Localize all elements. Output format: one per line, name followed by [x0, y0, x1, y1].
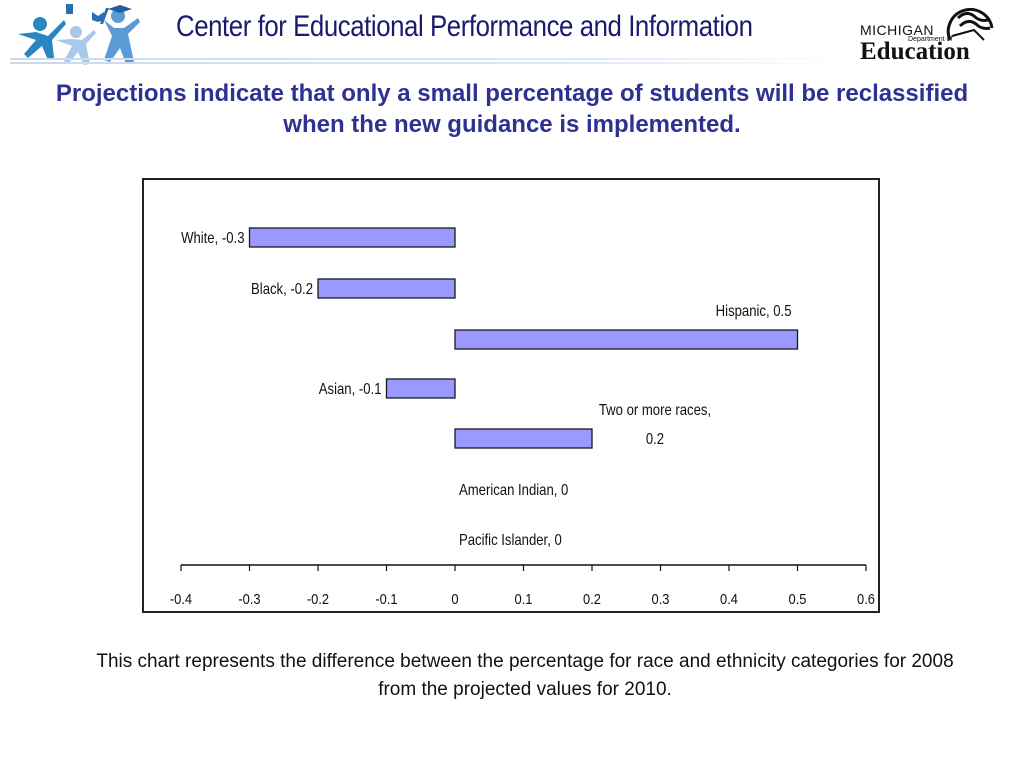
x-tick-label: 0.3 — [652, 590, 670, 607]
x-tick-label: 0.5 — [789, 590, 807, 607]
x-tick-label: 0.4 — [720, 590, 738, 607]
x-tick-label: -0.3 — [238, 590, 260, 607]
x-tick-label: 0.1 — [515, 590, 533, 607]
x-tick-label: -0.4 — [170, 590, 192, 607]
michigan-wordmark: MICHIGAN — [860, 22, 934, 38]
x-tick-label: 0 — [451, 590, 458, 607]
x-tick-label: -0.2 — [307, 590, 329, 607]
header-divider — [10, 58, 840, 68]
x-tick-label: 0.2 — [583, 590, 601, 607]
michigan-seal-icon — [946, 7, 994, 41]
data-label: White, -0.3 — [181, 230, 244, 247]
education-wordmark: Education — [860, 38, 970, 65]
bar-black — [317, 278, 456, 299]
bar-white — [248, 227, 456, 248]
cepi-kids-logo-icon — [18, 4, 140, 65]
michigan-education-logo: MICHIGAN Department of Education — [858, 0, 998, 65]
header-title: Center for Educational Performance and I… — [176, 10, 753, 43]
bar-asian — [385, 378, 456, 399]
slide-caption: This chart represents the difference bet… — [96, 651, 954, 700]
bar-hispanic — [454, 329, 799, 350]
data-label: American Indian, 0 — [459, 482, 568, 499]
data-label: Hispanic, 0.5 — [716, 303, 792, 320]
data-label: Asian, -0.1 — [319, 381, 382, 398]
chart-frame: -0.4 -0.3 -0.2 -0.1 0 0.1 0.2 0.3 0.4 0.5 0.6 White… — [142, 178, 880, 613]
data-label: Black, -0.2 — [251, 281, 313, 298]
x-tick-label: 0.6 — [857, 590, 875, 607]
bar-chart: -0.4 -0.3 -0.2 -0.1 0 0.1 0.2 0.3 0.4 0.5 0.6 White… — [170, 227, 875, 607]
bar-two-or-more-races — [454, 428, 593, 449]
x-tick-label: -0.1 — [375, 590, 397, 607]
header: Center for Educational Performance and I… — [0, 0, 1024, 72]
slide-title: Projections indicate that only a small p… — [55, 80, 969, 138]
data-label: Pacific Islander, 0 — [459, 532, 562, 549]
department-of-wordmark: Department of — [908, 36, 953, 43]
data-label: Two or more races, — [599, 402, 711, 419]
data-label-value: 0.2 — [646, 431, 664, 448]
